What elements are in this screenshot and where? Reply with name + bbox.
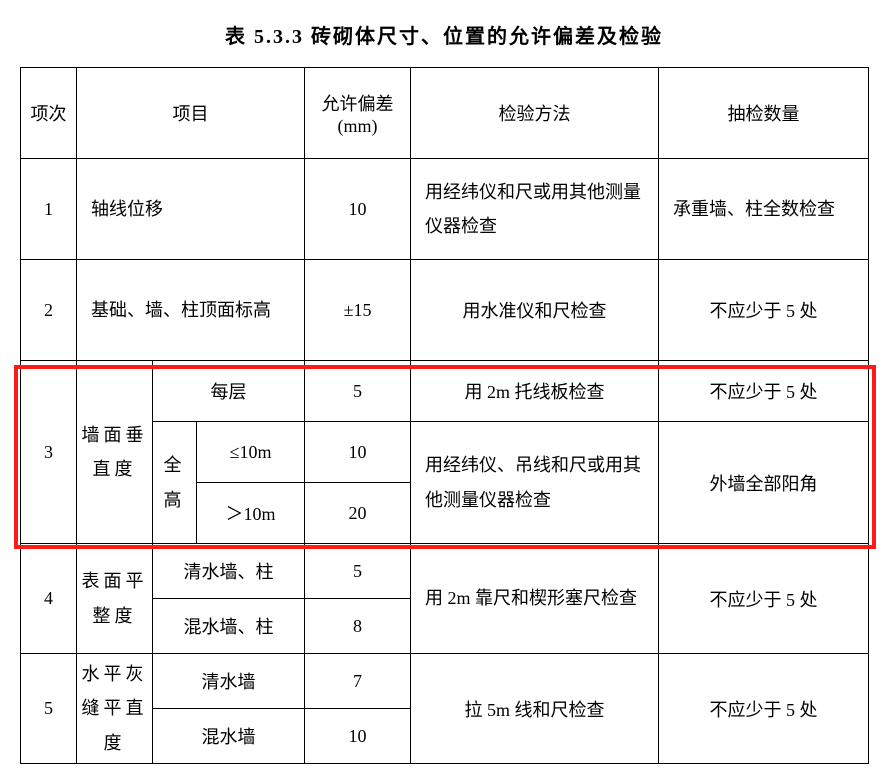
cell-method: 用经纬仪和尺或用其他测量仪器检查 [411,159,659,260]
table-title: 表 5.3.3 砖砌体尺寸、位置的允许偏差及检验 [20,20,868,49]
cell-sublabel: 清水墙、柱 [153,544,305,599]
cell-method-text: 用 2m 靠尺和楔形塞尺检查 [425,588,637,608]
hdr-index: 项次 [21,68,77,159]
cell-sample: 不应少于 5 处 [659,361,869,422]
cell-tol: 20 [305,483,411,544]
cell-item: 基础、墙、柱顶面标高 [77,260,305,361]
cell-sample-text: 承重墙、柱全数检查 [673,199,835,219]
cell-method-text: 用经纬仪、吊线和尺或用其他测量仪器检查 [425,455,641,509]
cell-sublabel: ＞10m [197,483,305,544]
table-container: 项次 项目 允许偏差 (mm) 检验方法 抽检数量 1 轴线位移 10 用经纬仪… [20,67,868,764]
cell-idx: 2 [21,260,77,361]
cell-tol: ±15 [305,260,411,361]
cell-idx: 3 [21,361,77,544]
table-row: 3 墙面垂直度 每层 5 用 2m 托线板检查 不应少于 5 处 [21,361,869,422]
cell-sublabel: 混水墙、柱 [153,599,305,654]
cell-method: 用经纬仪、吊线和尺或用其他测量仪器检查 [411,422,659,544]
cell-sample: 不应少于 5 处 [659,654,869,764]
cell-tol: 8 [305,599,411,654]
cell-item-text: 轴线位移 [91,199,163,219]
hdr-item: 项目 [77,68,305,159]
cell-sublabel: 每层 [153,361,305,422]
cell-method: 用 2m 托线板检查 [411,361,659,422]
cell-method: 用水准仪和尺检查 [411,260,659,361]
cell-method-text: 用经纬仪和尺或用其他测量仪器检查 [425,182,641,236]
table-row: 1 轴线位移 10 用经纬仪和尺或用其他测量仪器检查 承重墙、柱全数检查 [21,159,869,260]
cell-sample: 外墙全部阳角 [659,422,869,544]
cell-tol: 10 [305,159,411,260]
hdr-sample: 抽检数量 [659,68,869,159]
cell-tol: 5 [305,361,411,422]
cell-sublabel: 混水墙 [153,709,305,764]
cell-sample: 不应少于 5 处 [659,544,869,654]
tolerance-table: 项次 项目 允许偏差 (mm) 检验方法 抽检数量 1 轴线位移 10 用经纬仪… [20,67,869,764]
hdr-tolerance: 允许偏差 (mm) [305,68,411,159]
cell-item: 表面平整度 [77,544,153,654]
cell-tol: 7 [305,654,411,709]
hdr-method: 检验方法 [411,68,659,159]
cell-idx: 4 [21,544,77,654]
cell-tol: 10 [305,422,411,483]
table-row: 4 表面平整度 清水墙、柱 5 用 2m 靠尺和楔形塞尺检查 不应少于 5 处 [21,544,869,599]
cell-sample: 承重墙、柱全数检查 [659,159,869,260]
table-row: 5 水平灰缝平直度 清水墙 7 拉 5m 线和尺检查 不应少于 5 处 [21,654,869,709]
cell-idx: 1 [21,159,77,260]
cell-tol: 5 [305,544,411,599]
cell-item: 墙面垂直度 [77,361,153,544]
cell-subgroup: 全高 [153,422,197,544]
cell-tol: 10 [305,709,411,764]
cell-sample: 不应少于 5 处 [659,260,869,361]
cell-item: 轴线位移 [77,159,305,260]
cell-method: 用 2m 靠尺和楔形塞尺检查 [411,544,659,654]
cell-method: 拉 5m 线和尺检查 [411,654,659,764]
header-row: 项次 项目 允许偏差 (mm) 检验方法 抽检数量 [21,68,869,159]
cell-item-text: 基础、墙、柱顶面标高 [91,300,271,320]
cell-sublabel: 清水墙 [153,654,305,709]
cell-sublabel: ≤10m [197,422,305,483]
table-row: 2 基础、墙、柱顶面标高 ±15 用水准仪和尺检查 不应少于 5 处 [21,260,869,361]
cell-item: 水平灰缝平直度 [77,654,153,764]
cell-idx: 5 [21,654,77,764]
